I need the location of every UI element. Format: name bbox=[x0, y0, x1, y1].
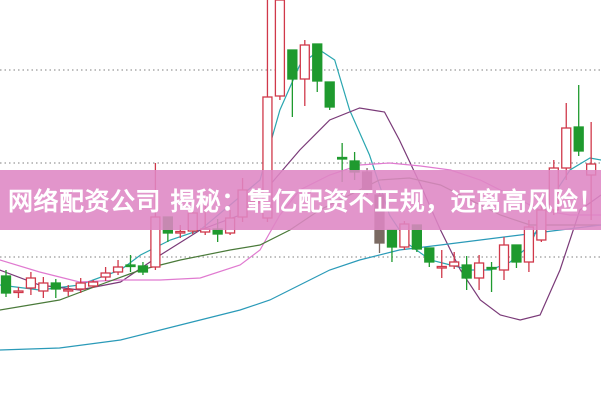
candle-body-up bbox=[473, 262, 485, 279]
candle-body-down bbox=[50, 282, 61, 290]
candle-body-up bbox=[175, 230, 186, 234]
candle-body-up bbox=[561, 127, 572, 169]
candle-body-down bbox=[312, 43, 323, 82]
candle-body-down bbox=[461, 264, 472, 279]
candle-body-down bbox=[0, 275, 12, 294]
candle-body-down bbox=[336, 156, 348, 160]
candle-body-up bbox=[523, 226, 535, 263]
moving-average-line bbox=[0, 107, 601, 321]
candle-body-down bbox=[287, 49, 298, 80]
candle-body-up bbox=[25, 277, 37, 289]
candle-body-up bbox=[436, 265, 447, 269]
candle-body-up bbox=[100, 272, 111, 278]
candle-body-down bbox=[424, 247, 435, 263]
candle-body-up bbox=[75, 282, 86, 290]
title-banner: 网络配资公司 揭秘：靠亿配资不正规，远离高风险！ bbox=[0, 170, 601, 230]
candle-body-down bbox=[386, 229, 398, 248]
candle-body-down bbox=[324, 81, 335, 108]
candle-body-up bbox=[449, 261, 460, 267]
candle-body-up bbox=[112, 266, 124, 273]
candle-body-up bbox=[63, 288, 74, 292]
candle-body-down bbox=[486, 266, 497, 270]
candle-body-up bbox=[88, 281, 99, 287]
candle-body-up bbox=[13, 290, 24, 294]
banner-title: 网络配资公司 揭秘：靠亿配资不正规，远离高风险！ bbox=[8, 187, 601, 216]
candle-body-up bbox=[299, 44, 310, 80]
candle-body-up bbox=[498, 244, 510, 271]
candle-body-up bbox=[274, 0, 286, 97]
candle-body-up bbox=[38, 282, 49, 292]
candle-body-down bbox=[511, 244, 522, 263]
candle-body-down bbox=[125, 264, 136, 268]
candle-body-down bbox=[573, 126, 584, 152]
candle-body-down bbox=[137, 265, 149, 273]
moving-average-line bbox=[0, 224, 601, 351]
